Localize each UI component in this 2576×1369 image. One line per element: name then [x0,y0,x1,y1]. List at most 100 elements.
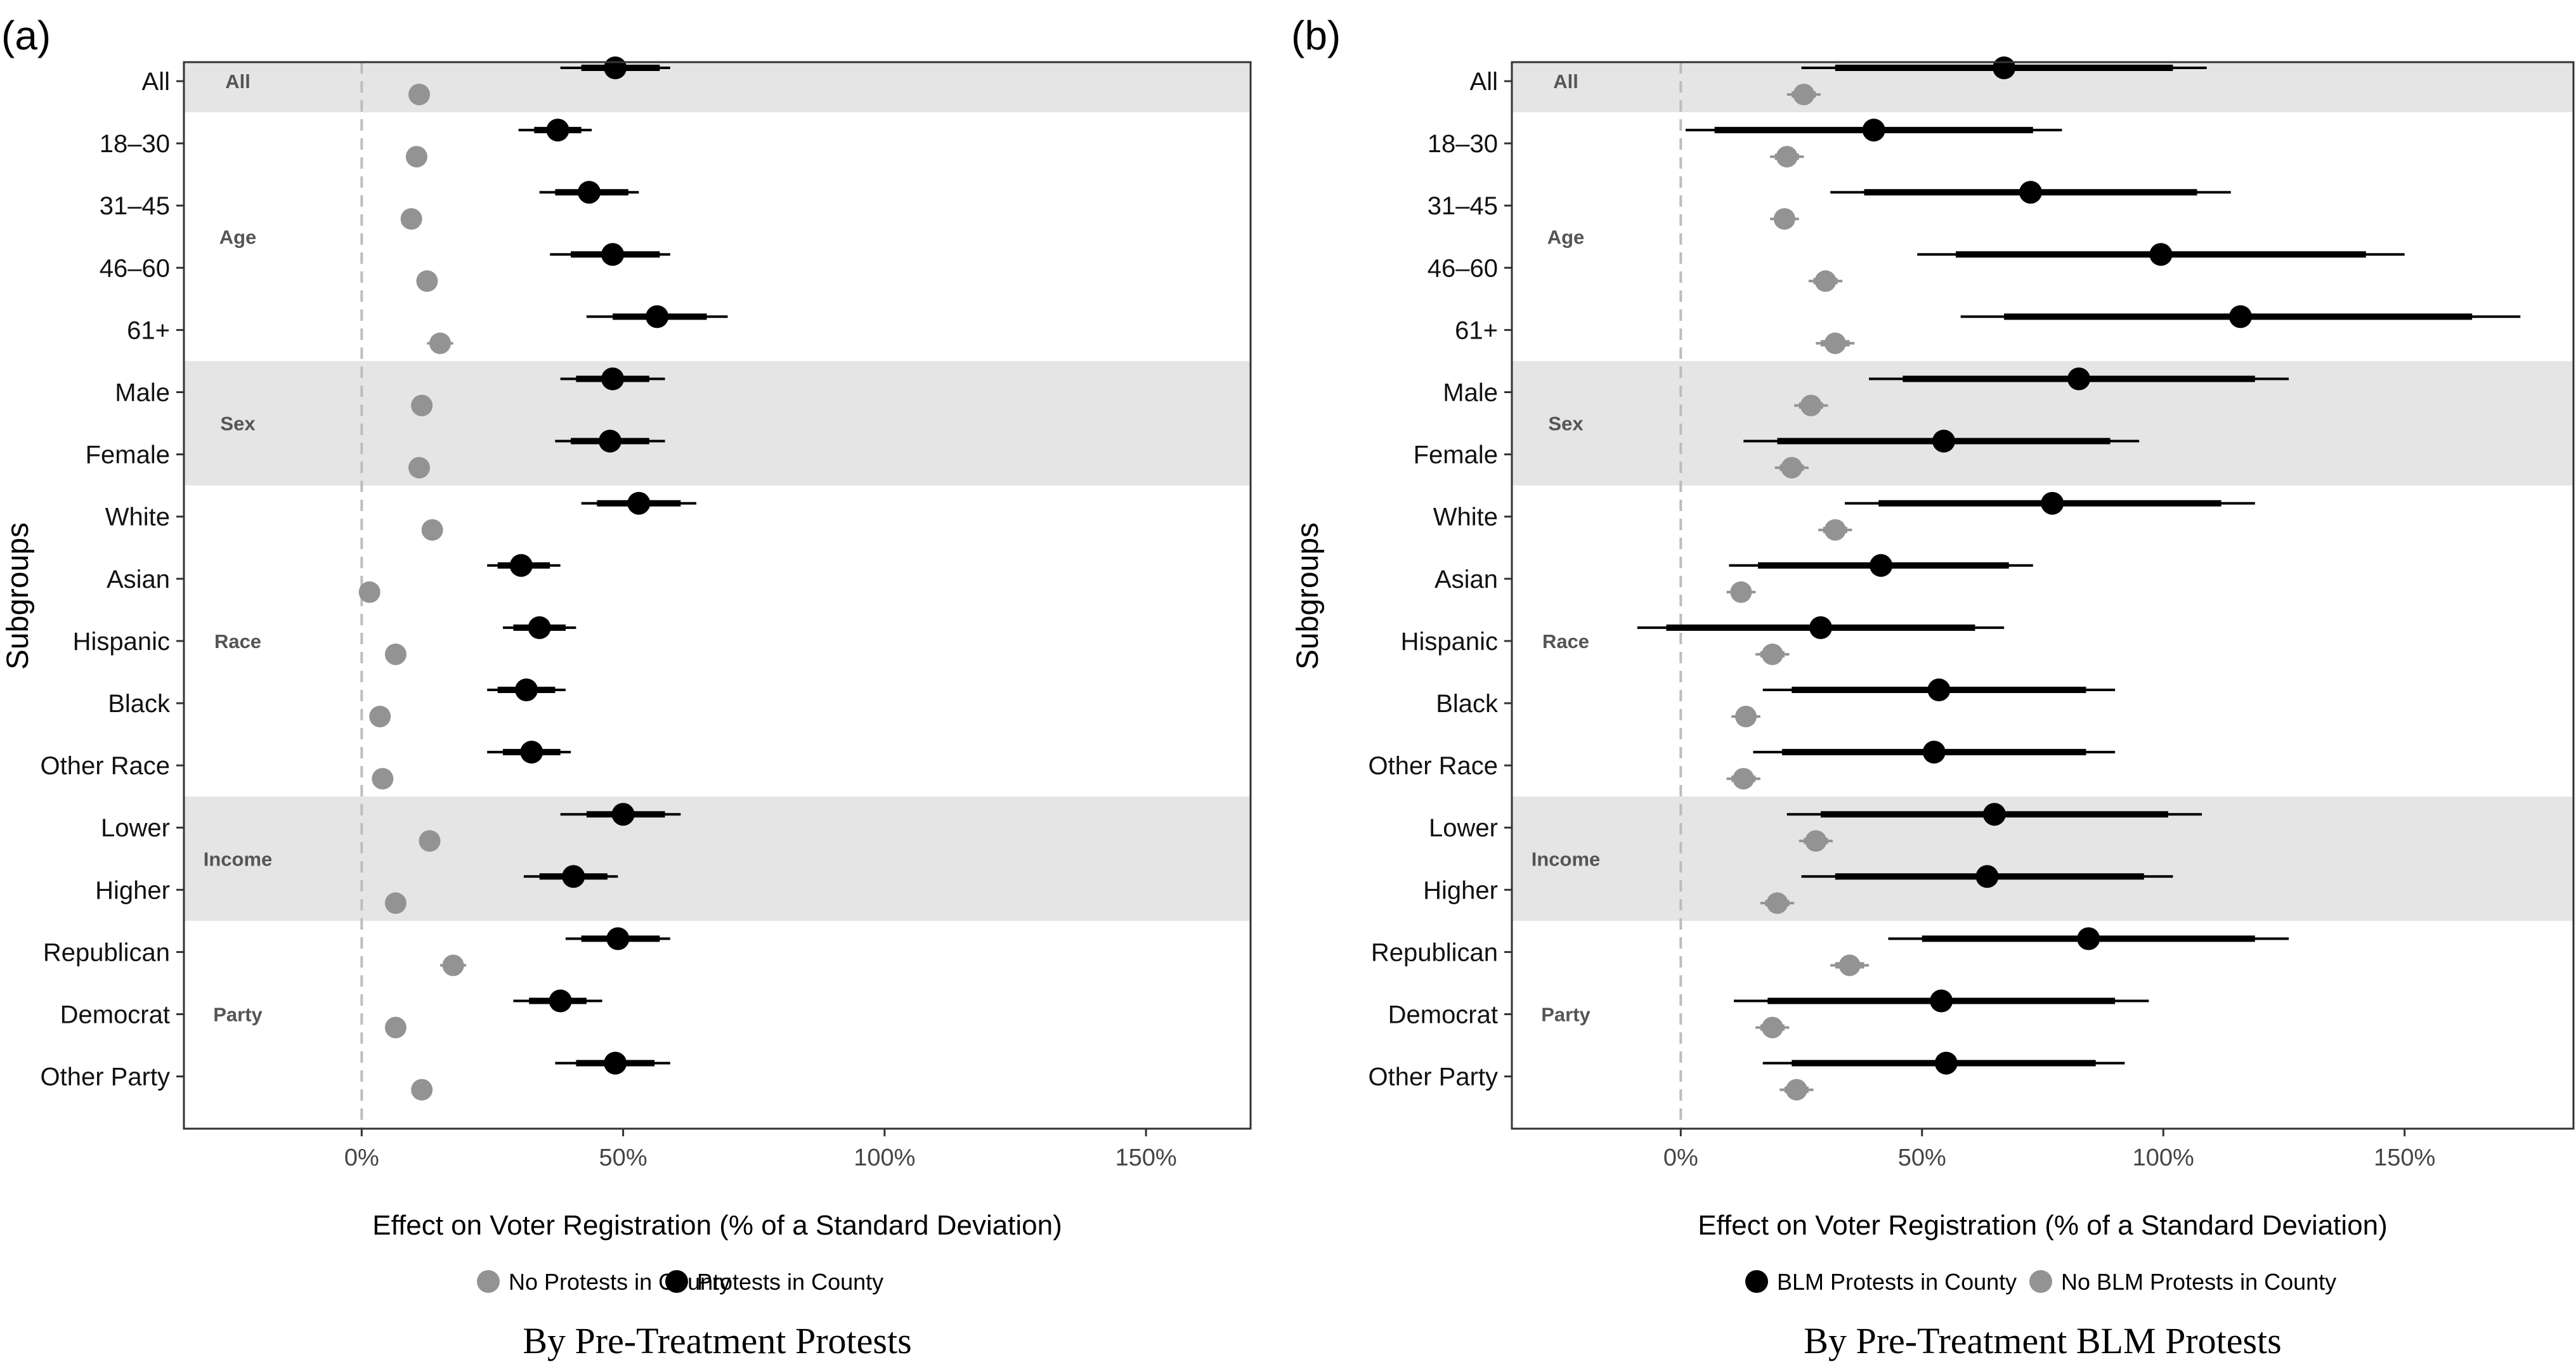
protest-point [2077,927,2100,951]
category-label: Other Party [40,1063,170,1091]
category-label: 31–45 [1428,192,1498,220]
protest-point [1927,678,1951,701]
no_protest-point [384,892,407,914]
panel-tag: (b) [1291,13,1341,58]
group-label: Age [1547,226,1585,248]
no_protest-point [1735,706,1757,727]
category-label: Higher [1423,876,1498,904]
no_protest-point [384,1016,407,1039]
protest-point [546,119,569,142]
x-axis-title: Effect on Voter Registration (% of a Sta… [372,1210,1062,1241]
category-label: Asian [107,566,170,594]
protest-point [1932,429,1956,453]
category-label: All [142,68,170,96]
legend-key [1745,1270,1768,1293]
no_protest-point [1730,581,1752,603]
category-label: Male [115,379,170,407]
category-label: 18–30 [1428,130,1498,158]
x-tick-label: 0% [344,1145,379,1171]
no_protest-point [1793,84,1815,105]
protest-point [606,927,630,951]
no_protest-point [408,457,431,479]
panel-border [1511,61,2575,1130]
category-label: 18–30 [100,130,170,158]
protest-point [2067,367,2091,391]
protest-point [646,305,669,328]
category-label: Other Race [40,752,170,780]
x-tick-label: 50% [599,1145,647,1171]
category-label: Female [1414,441,1498,469]
no_protest-point [405,146,427,168]
category-label: Male [1443,379,1498,407]
category-label: Female [86,441,170,469]
no_protest-point [384,643,407,665]
x-tick-label: 150% [1115,1145,1176,1171]
protest-point [515,678,538,701]
protest-point [1934,1051,1958,1075]
no_protest-point [1761,1016,1783,1039]
no_protest-point [429,332,452,354]
protest-point [1862,119,1885,142]
legend-label: No BLM Protests in County [2061,1269,2336,1295]
category-label: All [1470,68,1498,96]
category-label: 31–45 [100,192,170,220]
legend-key [477,1270,500,1293]
group-label: Sex [220,413,256,435]
no_protest-point [408,84,431,105]
panel-tag: (a) [1,13,51,58]
protest-point [598,429,621,453]
no_protest-point [358,581,381,603]
x-tick-label: 100% [2133,1145,2194,1171]
group-label: Race [1542,630,1589,652]
no_protest-point [1800,394,1822,417]
protest-point [549,989,572,1013]
protest-point [2149,243,2173,266]
group-band [184,361,1251,486]
category-label: Democrat [1388,1001,1498,1029]
no_protest-point [1761,643,1783,665]
group-label: Party [213,1004,263,1026]
no_protest-point [416,270,438,292]
category-label: Democrat [60,1001,170,1029]
no_protest-point [1776,146,1798,168]
no_protest-point [400,208,422,230]
no_protest-point [442,954,464,976]
y-axis-title: Subgroups [1,522,35,670]
no_protest-point [1814,270,1837,292]
category-label: White [105,503,170,531]
category-label: Hispanic [1401,628,1498,656]
group-label: Race [214,630,261,652]
panel-border [183,61,1252,1130]
x-tick-label: 150% [2374,1145,2435,1171]
legend-key [665,1270,688,1293]
no_protest-point [1773,208,1795,230]
protest-point [1809,616,1832,639]
category-label: 46–60 [100,254,170,282]
legend: BLM Protests in County No BLM Protests in… [1745,1269,2336,1295]
x-tick-label: 0% [1663,1145,1698,1171]
x-tick-label: 100% [854,1145,915,1171]
no_protest-point [411,394,433,417]
protest-point [1993,56,2016,79]
category-label: Asian [1434,566,1498,594]
y-axis-title: Subgroups [1291,522,1325,670]
protest-point [1930,989,1953,1013]
no_protest-point [421,519,443,541]
protest-point [627,491,651,515]
no_protest-point [419,830,441,852]
group-band [184,62,1251,113]
protest-point [509,554,533,577]
no_protest-point [1781,457,1803,479]
protest-point [611,803,635,826]
legend-label: BLM Protests in County [1777,1269,2017,1295]
protest-point [1975,865,1999,888]
group-band [184,796,1251,921]
group-label: Sex [1548,413,1584,435]
protest-point [2041,491,2064,515]
no_protest-point [1785,1079,1807,1101]
category-label: Hispanic [73,628,170,656]
category-label: Higher [95,876,170,904]
category-label: White [1433,503,1498,531]
